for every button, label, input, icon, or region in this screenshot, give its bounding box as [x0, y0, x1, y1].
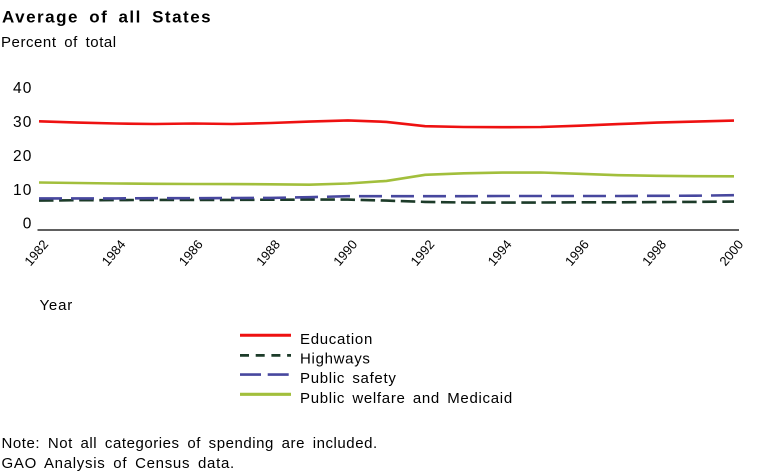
svg-text:0: 0 — [23, 216, 33, 233]
svg-text:30: 30 — [13, 114, 32, 131]
svg-text:Public welfare and Medicaid: Public welfare and Medicaid — [300, 390, 513, 407]
svg-text:Public safety: Public safety — [300, 370, 397, 387]
svg-text:10: 10 — [13, 182, 32, 199]
svg-text:GAO Analysis of Census data.: GAO Analysis of Census data. — [2, 455, 235, 472]
svg-text:Education: Education — [300, 331, 373, 348]
svg-text:Highways: Highways — [300, 351, 371, 368]
svg-text:40: 40 — [13, 80, 32, 97]
svg-text:Percent of total: Percent of total — [1, 34, 117, 51]
svg-text:Year: Year — [40, 297, 74, 314]
svg-text:Note: Not all categories of sp: Note: Not all categories of spending are… — [2, 435, 378, 452]
svg-text:20: 20 — [13, 148, 32, 165]
svg-text:Average of all States: Average of all States — [2, 8, 212, 27]
